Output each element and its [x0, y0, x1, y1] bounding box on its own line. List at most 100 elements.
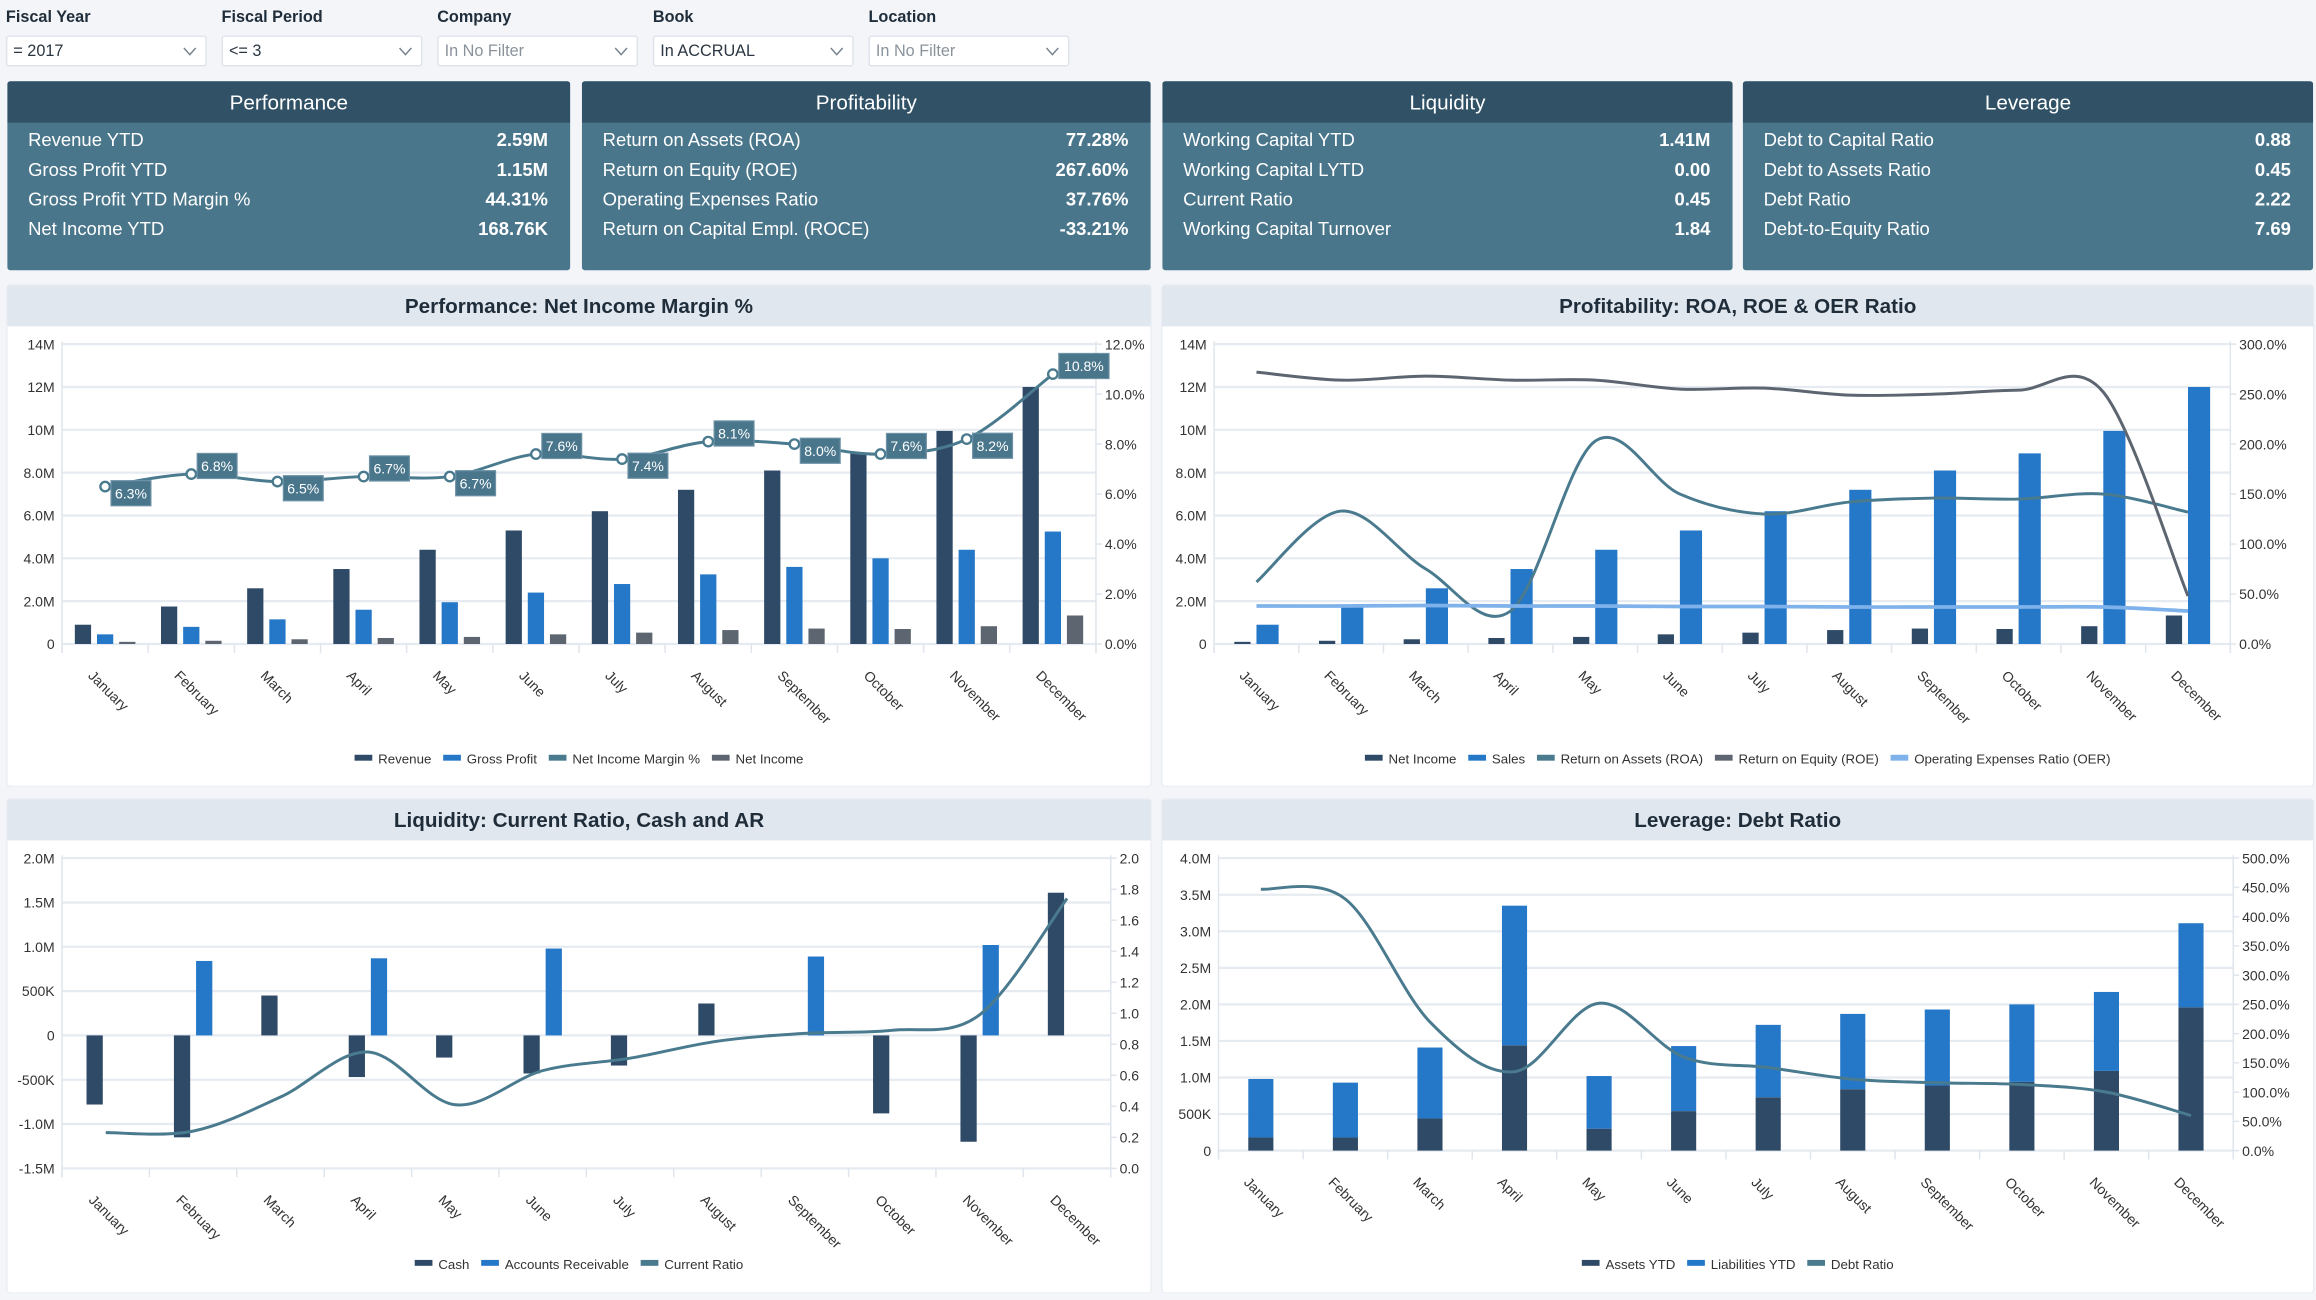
kpi-label: Working Capital Turnover: [1183, 218, 1392, 240]
data-label-box: [713, 420, 755, 447]
kpi-row: Working Capital LYTD 0.00: [1162, 155, 1732, 185]
kpi-row: Operating Expenses Ratio 37.76%: [582, 185, 1151, 215]
x-tick-label: July: [602, 667, 631, 696]
line-marker: [702, 435, 715, 448]
bar-assets-ytd: [2178, 1007, 2204, 1151]
kpi-value: 1.41M: [1659, 129, 1711, 151]
x-tick-label: June: [516, 667, 549, 700]
x-tick-label: May: [1575, 667, 1605, 697]
bar-net-income: [463, 636, 481, 644]
y-tick-label: 12M: [27, 379, 54, 395]
line-marker: [1046, 368, 1059, 381]
x-tick-label: October: [872, 1192, 919, 1239]
filter-label: Fiscal Year: [5, 8, 91, 27]
bar-net-income: [1573, 636, 1590, 644]
data-label: 8.1%: [713, 420, 755, 447]
data-label-text: 6.7%: [373, 461, 405, 477]
y-tick-label: 8.0M: [1176, 465, 1207, 481]
line-debt-ratio: [1260, 884, 2192, 1117]
kpi-value: 0.00: [1674, 159, 1711, 181]
bar-gross-profit: [700, 574, 717, 644]
bar-revenue: [677, 489, 695, 644]
y-tick-label: 1.0M: [23, 939, 54, 955]
filter-dropdown[interactable]: In ACCRUAL: [652, 35, 854, 67]
legend-swatch: [1890, 754, 1909, 761]
x-tick-label: December: [1033, 667, 1090, 724]
y-tick-label: -1.5M: [19, 1161, 55, 1177]
x-tick-label: April: [344, 667, 375, 698]
legend-label: Operating Expenses Ratio (OER): [1914, 752, 2110, 767]
data-label: 8.2%: [972, 432, 1014, 459]
chart-title: Performance: Net Income Margin %: [7, 285, 1151, 327]
bar-cash: [873, 1035, 890, 1114]
filter-value: <= 3: [228, 42, 262, 61]
legend-label: Sales: [1492, 752, 1526, 767]
kpi-row: Debt Ratio 2.22: [1743, 185, 2313, 215]
legend-swatch: [481, 1259, 499, 1266]
bar-liabilities-ytd: [1417, 1047, 1443, 1119]
data-label-text: 8.0%: [804, 443, 836, 459]
y-tick-label: 0: [47, 636, 55, 652]
legend-item: Operating Expenses Ratio (OER): [1890, 752, 2111, 767]
y-tick-label: 1.0M: [1180, 1070, 1211, 1086]
bar-accounts-receivable: [370, 958, 388, 1036]
kpi-row: Return on Assets (ROA) 77.28%: [582, 126, 1151, 156]
legend-swatch: [1714, 754, 1733, 761]
data-label-text: 6.7%: [460, 475, 492, 491]
filter-dropdown[interactable]: In No Filter: [868, 35, 1070, 67]
y2-tick-label: 0.0: [1120, 1161, 1140, 1177]
chevron-down-icon: [398, 47, 412, 56]
y-tick-label: 2.5M: [1180, 960, 1211, 976]
bar-liabilities-ytd: [1332, 1082, 1358, 1138]
filter-dropdown[interactable]: = 2017: [5, 35, 207, 67]
legend-item: Revenue: [354, 752, 431, 767]
legend-item: Cash: [414, 1257, 469, 1272]
kpi-label: Debt Ratio: [1763, 189, 1851, 210]
chart-panel-profitability: Profitability: ROA, ROE & OER Ratio 0 2.0…: [1162, 285, 2314, 786]
bar-net-income: [636, 632, 653, 644]
bar-sales: [1595, 549, 1618, 644]
y-tick-label: 6.0M: [23, 508, 54, 524]
filter-dropdown[interactable]: In No Filter: [437, 35, 639, 67]
bar-assets-ytd: [2093, 1070, 2119, 1151]
bar-net-income: [377, 637, 394, 644]
bar-gross-profit: [355, 609, 372, 644]
y-tick-label: 4.0M: [1180, 850, 1211, 866]
bar-net-income: [980, 626, 998, 644]
bar-net-income: [205, 640, 222, 644]
bar-revenue: [1022, 386, 1039, 644]
kpi-card-performance: Performance Revenue YTD 2.59M Gross Profit …: [7, 81, 571, 271]
bar-liabilities-ytd: [2093, 991, 2119, 1071]
y-tick-label: 2.0M: [23, 593, 54, 609]
bar-net-income: [894, 628, 911, 644]
filter-value: = 2017: [13, 42, 64, 61]
legend-label: Net Income: [1389, 752, 1457, 767]
bar-assets-ytd: [1840, 1089, 1866, 1151]
legend-item: Return on Assets (ROA): [1536, 752, 1703, 767]
bar-net-income: [1488, 637, 1505, 644]
bar-net-income: [1911, 628, 1929, 644]
data-label-text: 7.6%: [546, 438, 578, 454]
kpi-row: Working Capital YTD 1.41M: [1162, 126, 1732, 156]
filter-dropdown[interactable]: <= 3: [221, 35, 423, 67]
kpi-row: Debt-to-Equity Ratio 7.69: [1743, 214, 2313, 244]
y2-tick-label: 0.4: [1120, 1098, 1140, 1114]
y-tick-label: 0: [1199, 636, 1207, 652]
chevron-down-icon: [614, 47, 628, 56]
line-marker: [788, 438, 801, 451]
bar-assets-ytd: [1501, 1045, 1528, 1151]
x-tick-label: February: [171, 667, 222, 718]
y2-tick-label: 450.0%: [2242, 880, 2290, 896]
kpi-label: Revenue YTD: [28, 129, 144, 151]
data-label-box: [282, 475, 324, 502]
bar-cash: [173, 1035, 191, 1138]
legend-swatch: [1536, 754, 1555, 761]
y2-tick-label: 200.0%: [2242, 1026, 2290, 1042]
chart-title: Leverage: Debt Ratio: [1162, 799, 2314, 841]
kpi-value: 37.76%: [1065, 189, 1129, 210]
x-tick-label: August: [1833, 1174, 1875, 1216]
legend-label: Liabilities YTD: [1711, 1257, 1796, 1272]
legend-swatch: [414, 1259, 433, 1266]
data-label-text: 6.3%: [115, 485, 147, 501]
